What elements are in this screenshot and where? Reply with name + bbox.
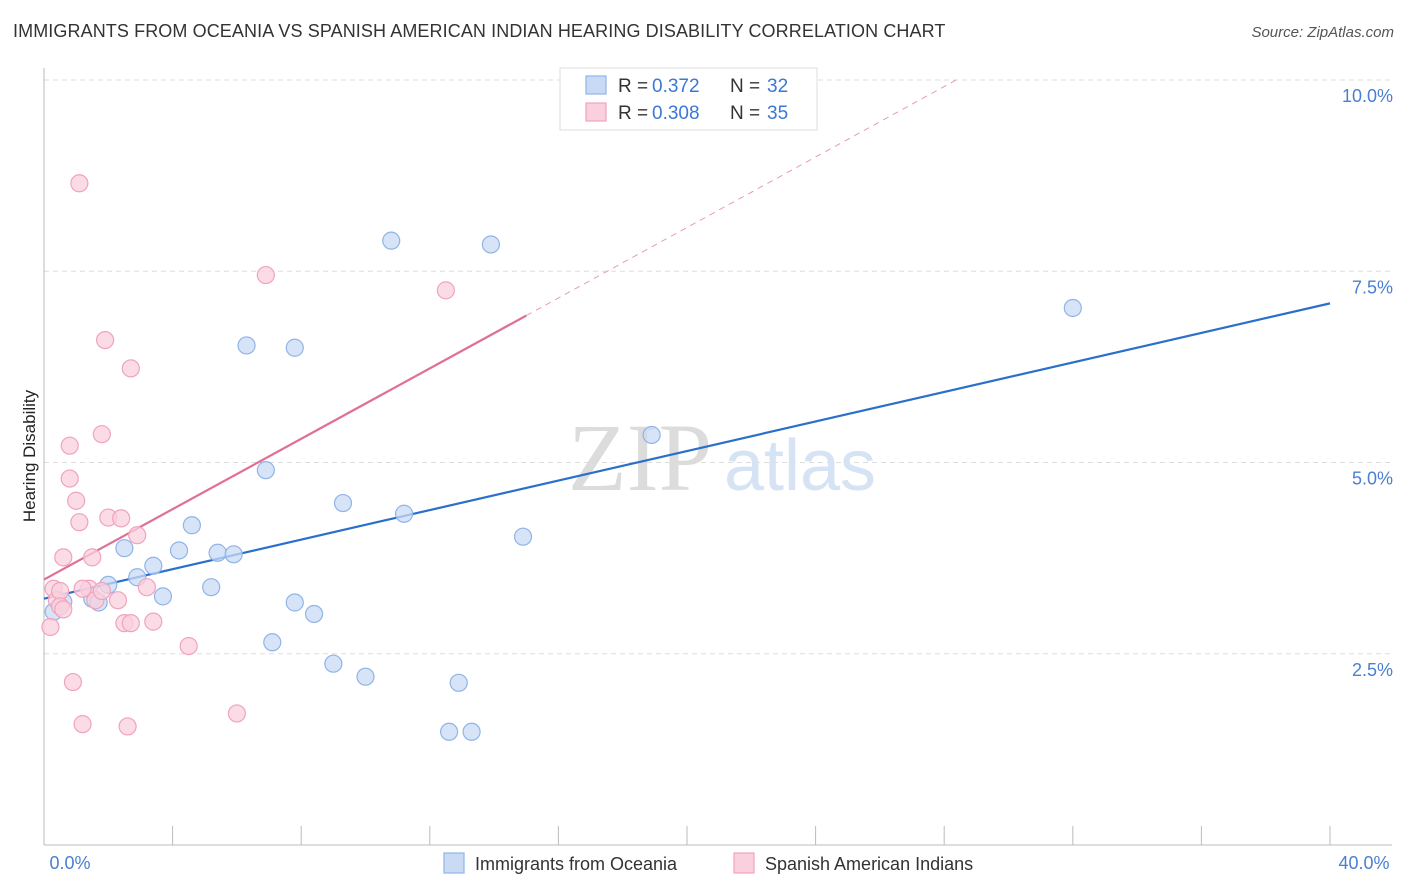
point-series1-13 xyxy=(83,548,102,567)
point-series0-23 xyxy=(382,231,401,250)
trendline-extension-series1 xyxy=(526,77,961,317)
source-label: Source: ZipAtlas.com xyxy=(1251,24,1394,41)
stats-r-value-blue: 0.372 xyxy=(652,76,700,97)
trendline-series0 xyxy=(43,302,1331,600)
point-series0-11 xyxy=(202,578,221,597)
point-series0-14 xyxy=(237,336,256,355)
stats-r-label-pink: R = xyxy=(618,103,648,124)
point-series1-27 xyxy=(121,614,140,633)
point-series1-18 xyxy=(92,581,111,601)
point-series1-7 xyxy=(60,436,79,455)
point-series1-33 xyxy=(256,265,275,285)
legend-swatch-spanish-american-indians xyxy=(733,852,755,874)
chart-title: IMMIGRANTS FROM OCEANIA VS SPANISH AMERI… xyxy=(13,21,946,41)
point-series0-5 xyxy=(115,539,134,558)
x-tick-label-min: 0.0% xyxy=(49,853,90,873)
point-series0-29 xyxy=(513,527,533,546)
point-series1-32 xyxy=(227,704,246,723)
point-series1-30 xyxy=(144,612,163,631)
point-series0-26 xyxy=(449,673,468,692)
trendline-series1 xyxy=(43,314,527,581)
x-ticks xyxy=(172,826,1331,845)
stats-n-label-blue: N = xyxy=(730,76,760,97)
gridlines xyxy=(44,79,1392,655)
y-tick-labels: 2.5% 5.0% 7.5% 10.0% xyxy=(1342,86,1393,680)
data-points xyxy=(41,174,1082,741)
watermark: ZIP atlas xyxy=(568,404,876,511)
point-series1-0 xyxy=(41,617,60,637)
point-series0-31 xyxy=(1063,298,1082,318)
point-series1-10 xyxy=(67,491,86,510)
stats-legend-swatch-blue xyxy=(585,75,607,95)
point-series0-12 xyxy=(208,543,227,562)
stats-r-label-blue: R = xyxy=(618,76,648,97)
series-legend: Immigrants from Oceania Spanish American… xyxy=(443,852,973,874)
point-series0-21 xyxy=(333,493,353,513)
point-series0-20 xyxy=(324,654,343,673)
point-series0-17 xyxy=(285,338,304,357)
point-series1-6 xyxy=(54,548,73,567)
point-series1-11 xyxy=(70,513,89,532)
point-series1-28 xyxy=(128,526,147,545)
point-series0-22 xyxy=(356,667,375,686)
point-series1-16 xyxy=(70,174,89,193)
y-axis-title: Hearing Disability xyxy=(20,389,39,522)
trendlines xyxy=(43,77,1331,600)
point-series1-34 xyxy=(436,281,455,300)
axes xyxy=(43,68,1392,846)
stats-legend: R = 0.372 N = 32 R = 0.308 N = 35 xyxy=(559,67,818,131)
point-series0-7 xyxy=(144,556,163,575)
y-tick-label-3: 10.0% xyxy=(1342,86,1393,106)
stats-n-label-pink: N = xyxy=(730,103,760,124)
watermark-atlas: atlas xyxy=(724,426,876,506)
point-series1-8 xyxy=(60,469,79,488)
point-series0-9 xyxy=(169,541,189,560)
point-series1-25 xyxy=(118,717,137,736)
point-series0-18 xyxy=(285,593,304,612)
y-tick-label-1: 5.0% xyxy=(1352,469,1393,489)
point-series0-24 xyxy=(394,504,414,523)
point-series1-31 xyxy=(179,636,198,656)
point-series0-27 xyxy=(462,722,481,741)
point-series1-17 xyxy=(92,425,111,444)
stats-n-value-blue: 32 xyxy=(767,76,788,97)
stats-n-value-pink: 35 xyxy=(767,103,788,124)
legend-label-spanish-american-indians: Spanish American Indians xyxy=(765,854,973,874)
point-series1-20 xyxy=(73,579,92,598)
legend-swatch-oceania xyxy=(443,852,465,874)
point-series1-9 xyxy=(63,672,83,692)
point-series1-3 xyxy=(50,581,70,601)
point-series1-23 xyxy=(95,331,115,350)
x-tick-label-max: 40.0% xyxy=(1338,853,1389,873)
point-series0-8 xyxy=(153,587,173,606)
stats-legend-swatch-pink xyxy=(585,102,607,122)
point-series1-29 xyxy=(137,578,156,597)
point-series1-5 xyxy=(54,600,73,619)
point-series0-19 xyxy=(304,604,324,624)
point-series0-28 xyxy=(481,235,500,254)
point-series1-21 xyxy=(112,509,131,528)
point-series1-24 xyxy=(108,591,128,610)
point-series0-30 xyxy=(642,425,661,445)
point-series0-15 xyxy=(256,461,275,480)
y-tick-label-2: 7.5% xyxy=(1352,277,1393,297)
watermark-zip: ZIP xyxy=(568,404,712,511)
y-tick-label-0: 2.5% xyxy=(1352,660,1393,680)
point-series0-16 xyxy=(263,633,282,652)
legend-label-oceania: Immigrants from Oceania xyxy=(475,854,678,874)
point-series1-12 xyxy=(73,715,92,734)
point-series0-13 xyxy=(224,545,243,564)
stats-r-value-pink: 0.308 xyxy=(652,103,700,124)
point-series1-26 xyxy=(121,359,140,378)
point-series0-25 xyxy=(439,722,459,741)
point-series0-10 xyxy=(182,516,201,535)
